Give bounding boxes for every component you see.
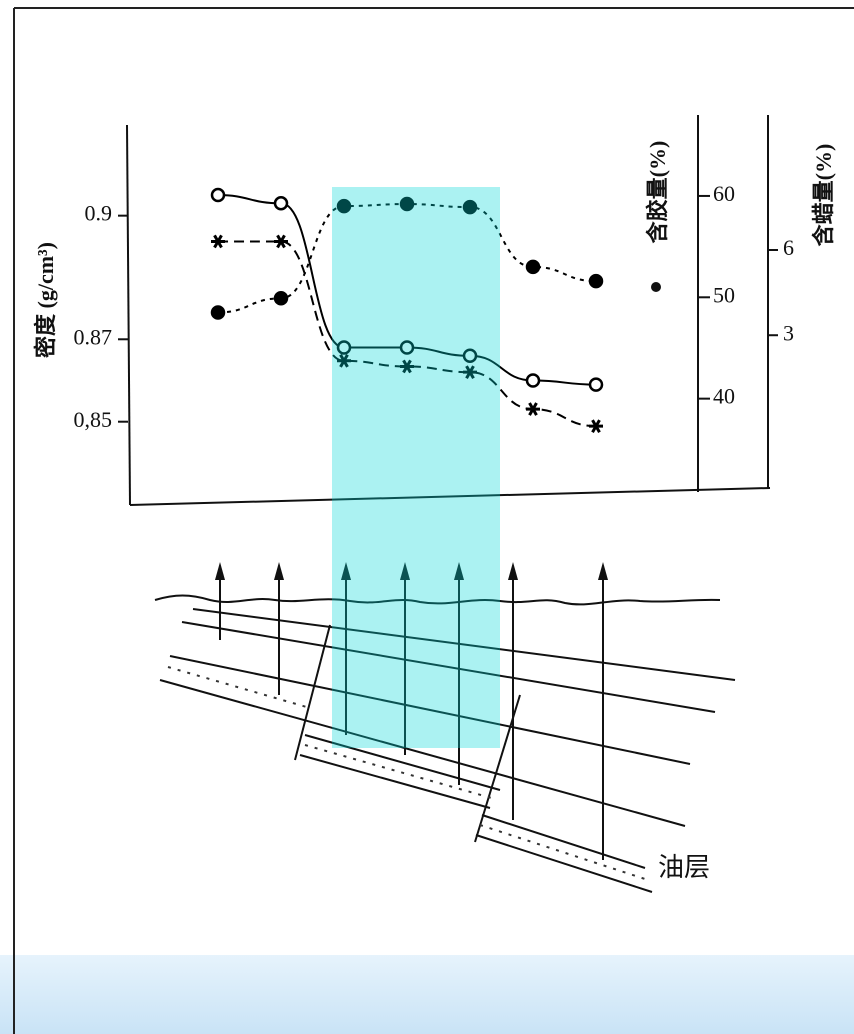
- y-tick-label: 0,85: [74, 407, 113, 432]
- y-tick-label: 0.9: [85, 201, 113, 226]
- filled-circle-marker: [590, 275, 602, 287]
- open-circle-marker: [527, 374, 539, 386]
- y3-tick-label: 3: [783, 320, 794, 345]
- y2-axis-title: 含胶量(%): [645, 141, 670, 244]
- open-circle-marker: [275, 197, 287, 209]
- y-axis-title: 密度 (g/cm³): [33, 242, 58, 358]
- y2-tick-label: 50: [713, 282, 735, 307]
- page: 密度 (g/cm³) 含胶量(%) 含蜡量(%) 油层 0,85 0.87 0.9 4…: [0, 0, 854, 1034]
- y2-tick-label: 60: [713, 181, 735, 206]
- filled-circle-marker: [212, 307, 224, 319]
- chart: 密度 (g/cm³) 含胶量(%) 含蜡量(%) 油层 0,85 0.87 0.9 4…: [0, 0, 854, 1034]
- filled-circle-marker: [527, 261, 539, 273]
- oil-layer-label: 油层: [658, 853, 710, 882]
- y2-legend-dot: [651, 282, 661, 292]
- open-circle-marker: [212, 189, 224, 201]
- open-circle-marker: [590, 379, 602, 391]
- y2-tick-label: 40: [713, 384, 735, 409]
- y3-tick-label: 6: [783, 235, 794, 260]
- filled-circle-marker: [275, 292, 287, 304]
- y-tick-label: 0.87: [74, 324, 113, 349]
- highlight-zone: [332, 187, 500, 748]
- y3-axis-title: 含蜡量(%): [811, 144, 836, 247]
- bottom-band: [0, 955, 854, 1034]
